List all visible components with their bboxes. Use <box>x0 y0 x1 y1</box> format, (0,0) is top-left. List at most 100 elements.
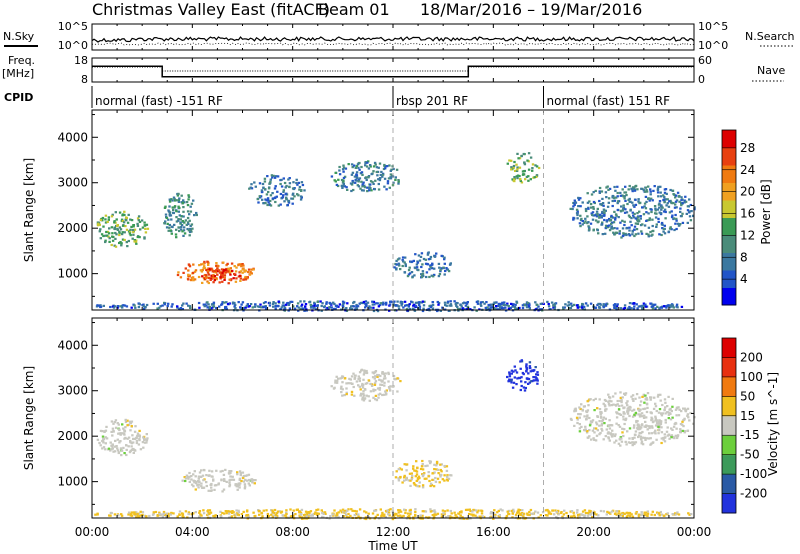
scatter-cell <box>403 474 406 477</box>
scatter-cell <box>645 211 648 214</box>
scatter-cell <box>658 419 661 422</box>
scatter-cell <box>439 468 442 472</box>
range-tick-label: 4000 <box>57 338 88 352</box>
scatter-cell <box>321 302 324 305</box>
scatter-cell <box>296 193 299 196</box>
scatter-cell <box>136 434 139 437</box>
scatter-cell <box>228 512 231 515</box>
scatter-cell <box>309 510 313 513</box>
scatter-cell <box>156 307 159 310</box>
scatter-cell <box>637 200 640 203</box>
scatter-cell <box>227 267 230 270</box>
scatter-cell <box>205 304 208 307</box>
scatter-cell <box>285 512 288 516</box>
scatter-cell <box>280 306 283 309</box>
scatter-cell <box>686 414 689 417</box>
scatter-cell <box>577 196 580 199</box>
scatter-cell <box>656 395 660 398</box>
scatter-cell <box>326 306 329 310</box>
scatter-cell <box>624 185 627 188</box>
scatter-cell <box>645 397 648 400</box>
range-tick-label: 1000 <box>57 267 88 281</box>
freq-left-tick-top: 18 <box>74 54 88 67</box>
scatter-cell <box>384 390 387 393</box>
scatter-cell <box>383 393 386 396</box>
scatter-cell <box>634 198 637 201</box>
scatter-cell <box>657 217 660 220</box>
scatter-cell <box>136 235 139 239</box>
scatter-cell <box>650 210 653 214</box>
scatter-cell <box>670 305 673 308</box>
scatter-cell <box>311 305 314 308</box>
scatter-cell <box>365 165 369 168</box>
scatter-cell <box>180 223 184 227</box>
scatter-cell <box>300 181 304 184</box>
scatter-cell <box>399 380 402 383</box>
scatter-cell <box>603 218 606 222</box>
scatter-cell <box>118 226 122 229</box>
scatter-cell <box>308 513 311 516</box>
scatter-cell <box>419 467 423 471</box>
scatter-cell <box>235 512 239 515</box>
scatter-cell <box>499 303 502 306</box>
nsky-label: N.Sky <box>3 30 35 43</box>
scatter-cell <box>580 306 584 309</box>
scatter-cell <box>469 509 472 513</box>
scatter-cell <box>623 223 626 227</box>
scatter-cell <box>333 302 336 306</box>
scatter-cell <box>240 479 243 483</box>
scatter-cell <box>388 164 391 167</box>
scatter-cell <box>414 304 417 307</box>
scatter-cell <box>123 429 126 432</box>
scatter-cell <box>361 183 364 186</box>
scatter-cell <box>313 306 316 309</box>
scatter-cell <box>635 393 639 396</box>
scatter-cell <box>450 512 453 515</box>
scatter-cell <box>511 305 514 308</box>
scatter-cell <box>572 511 575 514</box>
scatter-cell <box>602 438 605 441</box>
scatter-cell <box>443 258 446 261</box>
scatter-cell <box>446 300 450 303</box>
scatter-cell <box>192 473 195 476</box>
scatter-cell <box>183 226 186 229</box>
scatter-cell <box>239 279 242 282</box>
scatter-cell <box>129 228 132 231</box>
scatter-cell <box>531 163 535 166</box>
scatter-cell <box>588 200 591 203</box>
scatter-cell <box>626 410 629 414</box>
scatter-cell <box>123 452 126 455</box>
scatter-cell <box>627 188 630 191</box>
scatter-cell <box>194 480 198 484</box>
scatter-cell <box>366 301 370 304</box>
scatter-cell <box>401 256 405 259</box>
scatter-cell <box>290 197 293 200</box>
scatter-cell <box>367 160 370 163</box>
scatter-cell <box>367 512 370 515</box>
scatter-cell <box>202 486 205 489</box>
scatter-cell <box>621 188 624 191</box>
scatter-cell <box>118 211 122 214</box>
scatter-cell <box>288 302 291 305</box>
scatter-cell <box>668 227 672 230</box>
scatter-cell <box>258 305 261 308</box>
colorbar-swatch <box>722 235 736 253</box>
scatter-cell <box>113 220 116 223</box>
scatter-cell <box>441 478 444 481</box>
scatter-cell <box>656 191 660 194</box>
scatter-cell <box>569 306 573 309</box>
scatter-cell <box>107 232 111 235</box>
scatter-cell <box>587 207 590 210</box>
scatter-cell <box>683 417 686 420</box>
scatter-cell <box>660 223 664 226</box>
scatter-cell <box>380 170 383 173</box>
scatter-cell <box>397 509 400 512</box>
scatter-cell <box>522 386 526 389</box>
scatter-cell <box>604 303 608 306</box>
scatter-cell <box>271 516 274 519</box>
scatter-cell <box>557 513 560 516</box>
freq-left-tick-bottom: 8 <box>81 73 88 86</box>
scatter-cell <box>236 483 239 486</box>
scatter-cell <box>313 304 316 307</box>
